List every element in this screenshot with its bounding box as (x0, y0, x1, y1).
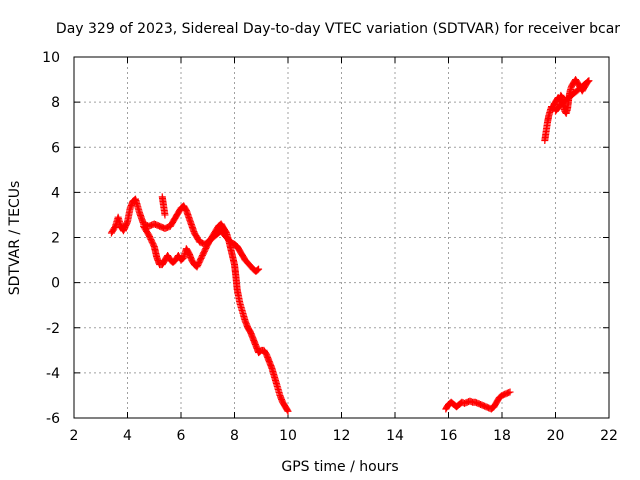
series-track-6 (552, 78, 592, 115)
series-track-1 (107, 195, 263, 275)
chart-title: Day 329 of 2023, Sidereal Day-to-day VTE… (56, 21, 620, 37)
y-tick-label: 6 (51, 140, 60, 156)
grid-lines (74, 57, 609, 418)
y-axis-label: SDTVAR / TECUs (7, 181, 23, 296)
series-track-3 (158, 193, 169, 219)
x-axis-label: GPS time / hours (281, 459, 398, 475)
x-tick-label: 18 (493, 428, 511, 444)
x-tick-label: 2 (70, 428, 79, 444)
series-track-2 (140, 220, 292, 415)
y-tick-label: -2 (46, 321, 60, 337)
y-tick-label: 2 (51, 231, 60, 247)
y-tick-label: -4 (46, 366, 60, 382)
x-tick-label: 8 (230, 428, 239, 444)
axis-ticks (73, 56, 610, 419)
x-tick-label: 16 (440, 428, 458, 444)
data-point (284, 407, 292, 415)
y-tick-label: 4 (51, 185, 60, 201)
y-tick-label: -6 (46, 411, 60, 427)
y-tick-label: 8 (51, 95, 60, 111)
data-point (583, 79, 591, 87)
data-point (283, 406, 291, 414)
y-tick-label: 0 (51, 276, 60, 292)
x-tick-label: 10 (279, 428, 297, 444)
x-tick-label: 12 (333, 428, 351, 444)
x-tick-label: 20 (547, 428, 565, 444)
data-points (107, 76, 593, 415)
series-track-4 (442, 388, 514, 413)
x-tick-label: 14 (386, 428, 404, 444)
y-tick-label: 10 (42, 50, 60, 66)
x-tick-label: 6 (177, 428, 186, 444)
data-point (584, 78, 592, 86)
x-tick-labels: 2 4 6 8 10 12 14 16 18 20 22 (70, 428, 618, 444)
data-point (161, 211, 169, 219)
data-point (254, 266, 262, 274)
y-tick-labels: -6 -4 -2 0 2 4 6 8 10 (42, 50, 60, 427)
x-tick-label: 22 (600, 428, 618, 444)
data-point (506, 388, 514, 396)
data-point (255, 265, 263, 273)
x-tick-label: 4 (123, 428, 132, 444)
